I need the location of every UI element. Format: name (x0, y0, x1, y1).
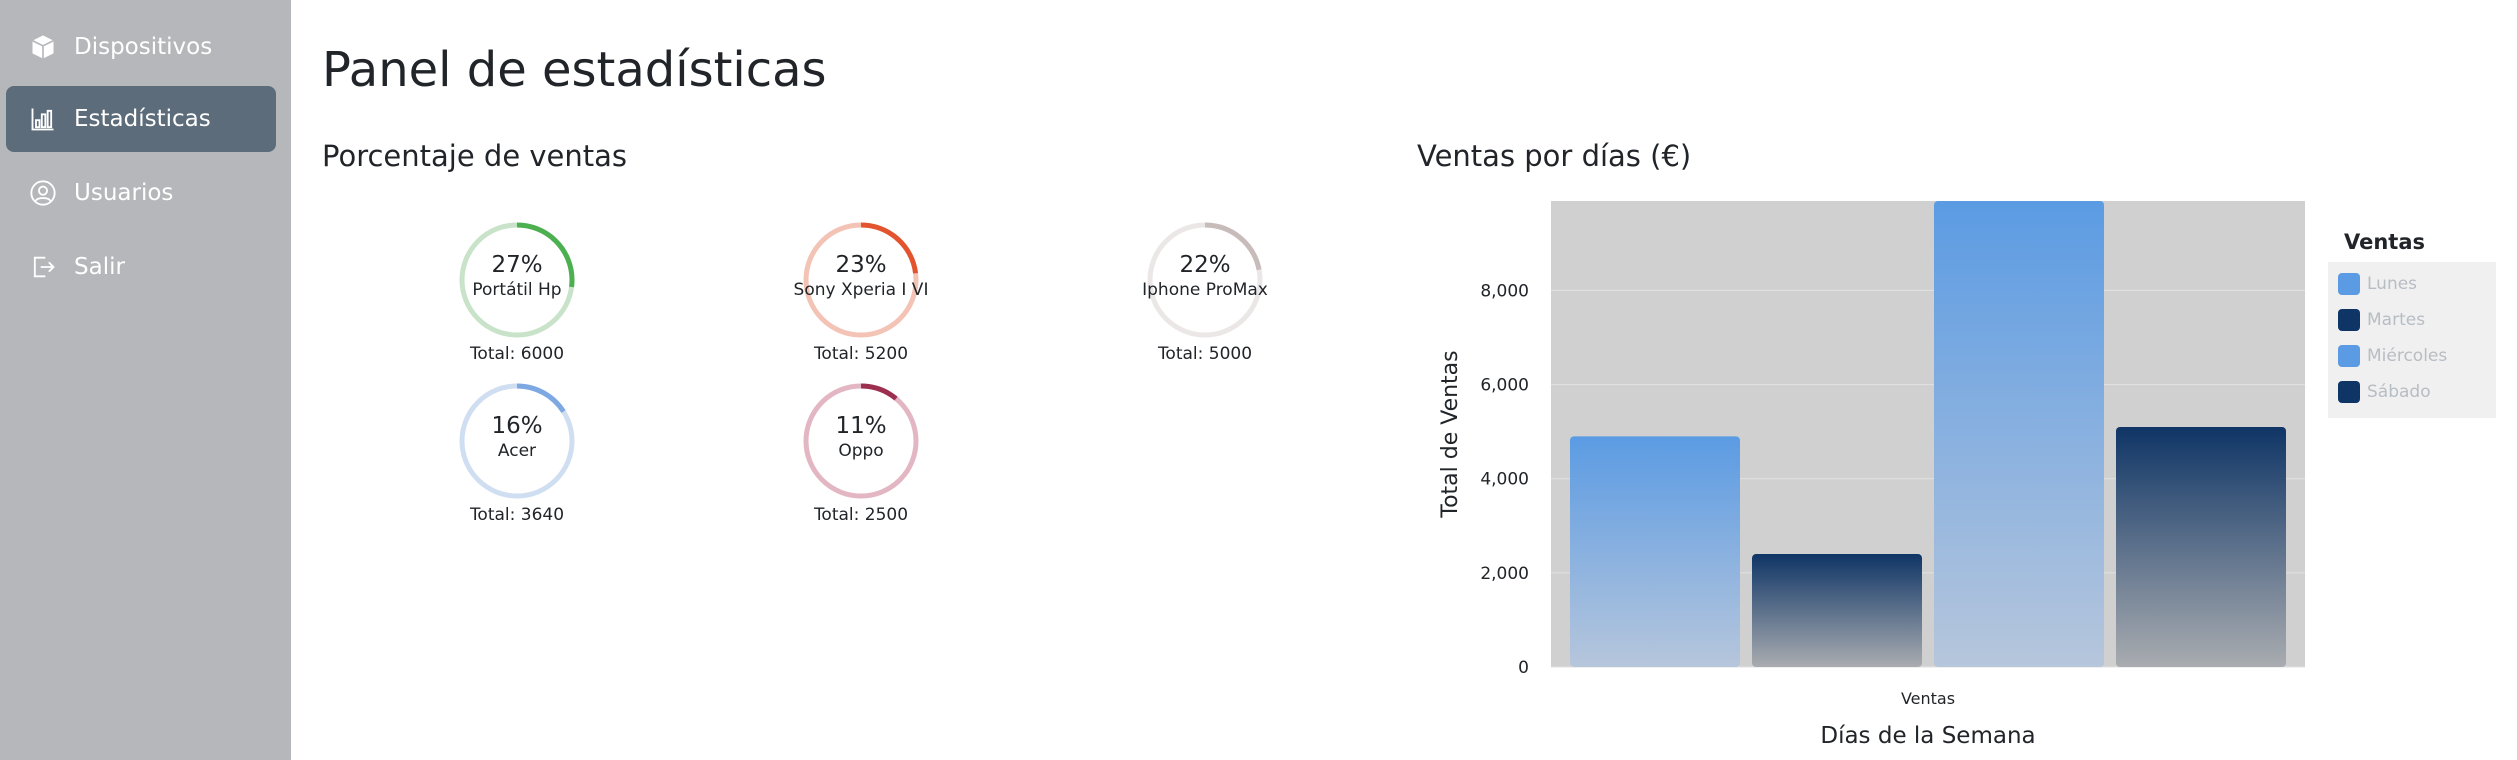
legend-swatch (2338, 309, 2360, 331)
user-circle-icon (28, 178, 58, 208)
donut-iphone-promax: 22% Iphone ProMax Total: 5000 (1105, 222, 1305, 392)
donut-sony-xperia: 23% Sony Xperia I VI Total: 5200 (761, 222, 961, 392)
donut-arc (459, 383, 575, 499)
legend-item-miercoles[interactable]: Miércoles (2338, 344, 2447, 368)
donut-percent: 16% (491, 413, 543, 439)
y-tick-label: 6,000 (1480, 376, 1529, 396)
sidebar-item-label: Usuarios (74, 180, 174, 206)
donut-portatil-hp: 27% Portátil Hp Total: 6000 (417, 222, 617, 392)
donut-track (37, 185, 49, 196)
donut-percent: 22% (1179, 252, 1231, 278)
legend-item-lunes[interactable]: Lunes (2338, 272, 2417, 296)
x-axis-label: Días de la Semana (1820, 723, 2035, 749)
donut-acer: 16% Acer Total: 3640 (417, 383, 617, 553)
box-icon (28, 32, 58, 62)
sidebar-item-label: Dispositivos (74, 34, 213, 60)
donut-percent: 27% (491, 252, 543, 278)
donut-label: Iphone ProMax (1142, 280, 1268, 300)
legend-swatch (2338, 381, 2360, 403)
sidebar-item-label: Salir (74, 254, 125, 280)
donut-label: Acer (497, 441, 537, 461)
chart-legend: Lunes Martes Miércoles Sábado (2328, 262, 2496, 418)
donut-ring (803, 222, 919, 338)
donut-arc (1147, 222, 1263, 338)
donut-track (30, 180, 56, 206)
sidebar-item-dispositivos[interactable]: Dispositivos (6, 14, 276, 80)
y-axis-label: Total de Ventas (1438, 350, 1463, 518)
y-tick-label: 2,000 (1480, 564, 1529, 584)
donut-percent: 23% (835, 252, 887, 278)
donut-arc (803, 222, 919, 338)
legend-item-sabado[interactable]: Sábado (2338, 380, 2431, 404)
legend-label: Martes (2367, 310, 2426, 330)
sales-percent-title: Porcentaje de ventas (322, 139, 628, 173)
legend-swatch (2338, 273, 2360, 295)
donut-total: Total: 2500 (813, 505, 909, 525)
legend-item-martes[interactable]: Martes (2338, 308, 2425, 332)
donut-percent: 11% (835, 413, 887, 439)
donut-total: Total: 5000 (1157, 344, 1253, 364)
legend-title: Ventas (2344, 230, 2426, 254)
logout-icon (28, 252, 58, 282)
bar-sábado[interactable] (2116, 426, 2286, 667)
sidebar-item-label: Estadísticas (74, 106, 211, 132)
sidebar-item-salir[interactable]: Salir (6, 234, 276, 300)
sales-by-day-title: Ventas por días (€) (1417, 139, 1692, 173)
donut-ring (1147, 222, 1263, 338)
donut-total: Total: 6000 (469, 344, 565, 364)
y-tick-label: 8,000 (1480, 281, 1529, 301)
page-title: Panel de estadísticas (322, 42, 827, 98)
legend-label: Miércoles (2367, 346, 2448, 366)
sidebar: Dispositivos Estadísticas Usuarios Salir (0, 0, 291, 760)
legend-swatch (2338, 345, 2360, 367)
donut-arc (803, 383, 919, 499)
donut-ring (459, 222, 575, 338)
legend-label: Lunes (2367, 274, 2418, 294)
bar-lunes[interactable] (1570, 436, 1740, 667)
donut-ring (459, 383, 575, 499)
legend-label: Sábado (2367, 382, 2431, 402)
x-category-label: Ventas (1901, 689, 1955, 708)
donut-label: Oppo (838, 441, 884, 461)
sidebar-item-estadisticas[interactable]: Estadísticas (6, 86, 276, 152)
y-tick-label: 0 (1518, 658, 1529, 678)
bar-martes[interactable] (1752, 554, 1922, 667)
sidebar-item-usuarios[interactable]: Usuarios (6, 160, 276, 226)
donut-total: Total: 3640 (469, 505, 565, 525)
donut-label: Portátil Hp (472, 280, 562, 300)
sales-bar-chart: 0 2,000 4,000 6,000 8,000 Ventas Días de la … (1438, 201, 2305, 749)
donut-ring (803, 383, 919, 499)
donut-total: Total: 5200 (813, 344, 909, 364)
bar-miércoles[interactable] (1934, 201, 2104, 667)
y-tick-label: 4,000 (1480, 470, 1529, 490)
donut-oppo: 11% Oppo Total: 2500 (761, 383, 961, 553)
donut-arc (459, 222, 575, 338)
donut-label: Sony Xperia I VI (793, 280, 929, 300)
bar-chart-icon (28, 104, 58, 134)
